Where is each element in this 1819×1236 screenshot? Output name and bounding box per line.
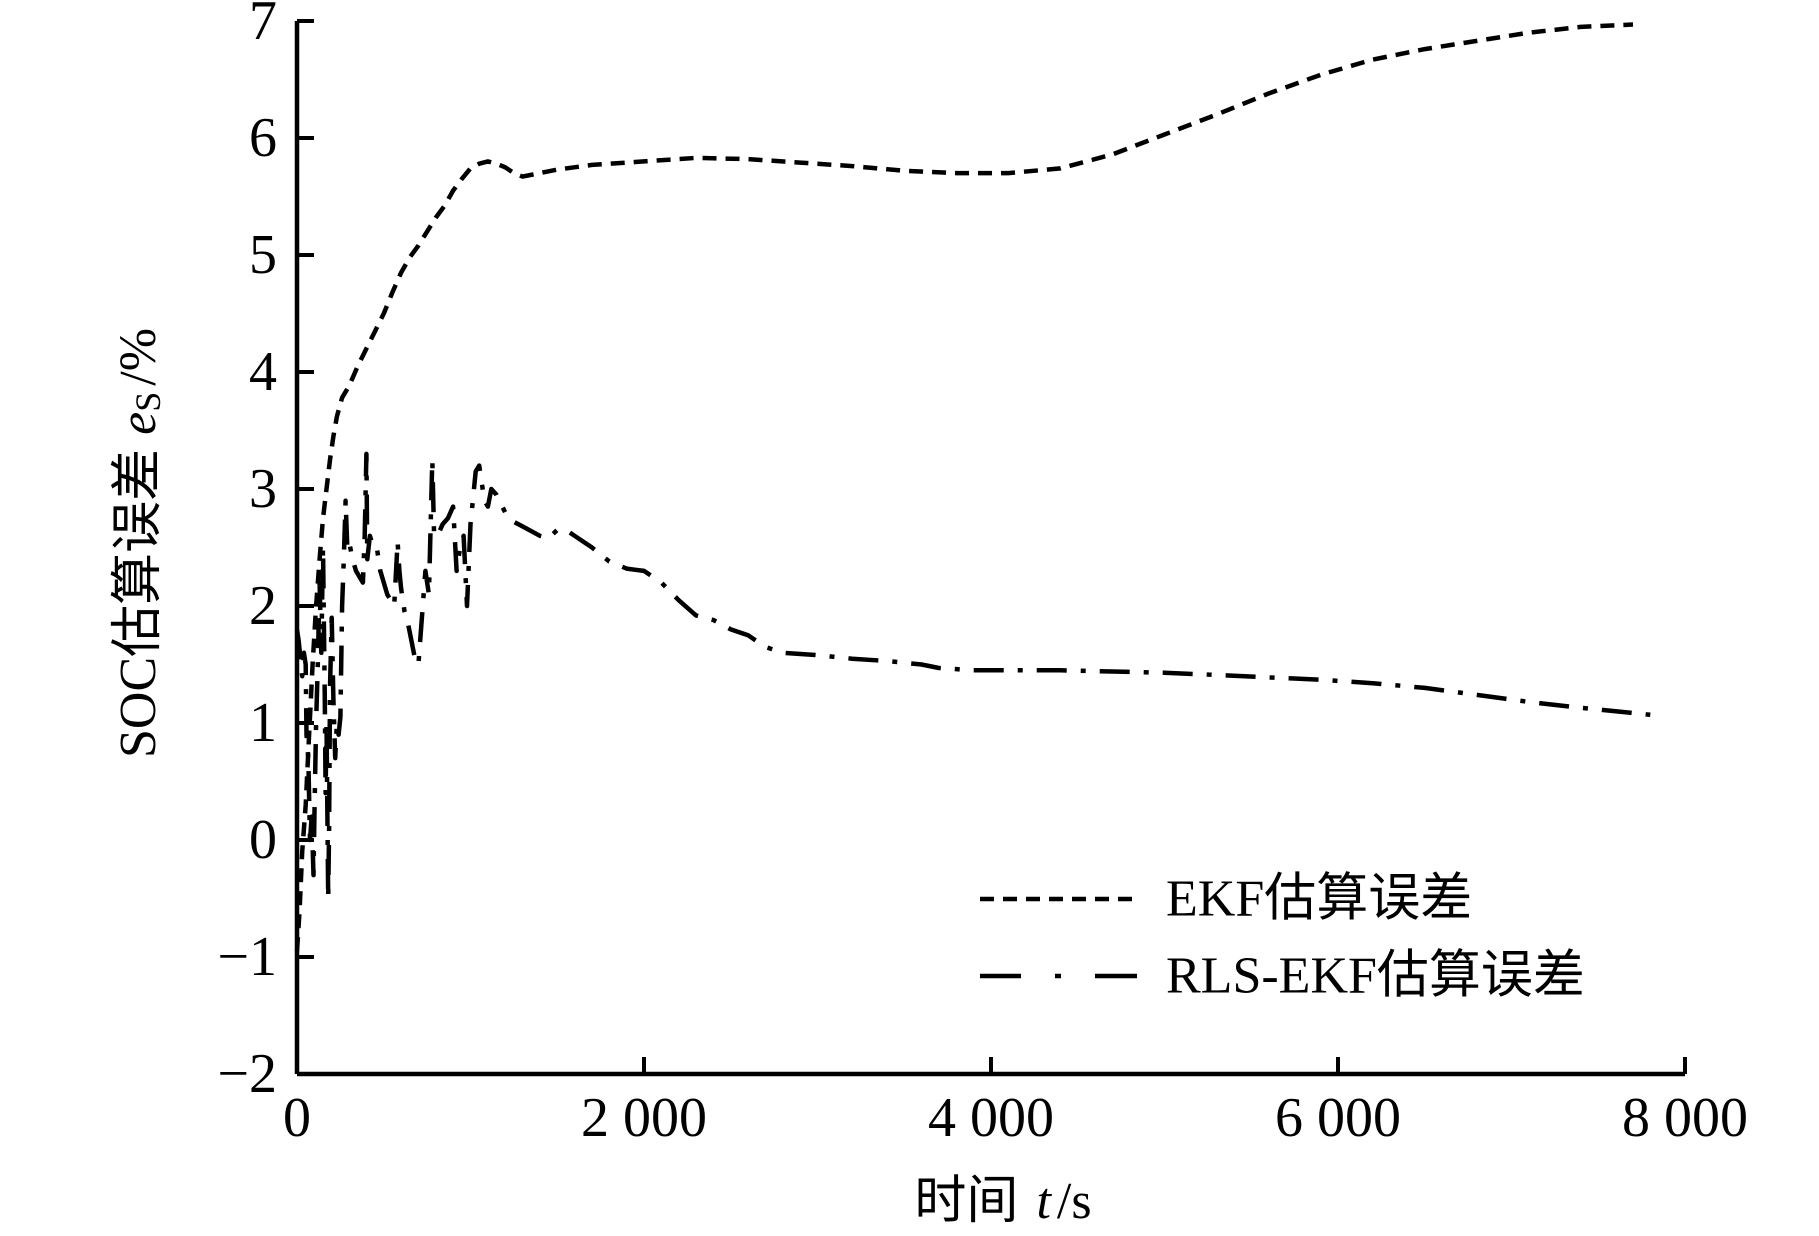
legend-label-ekf: EKF估算误差 — [1166, 871, 1472, 928]
y-axis-title: SOC估算误差 eS /% — [110, 328, 169, 758]
y-tick-label: 7 — [249, 0, 277, 52]
x-tick-label: 0 — [283, 1087, 311, 1149]
x-tick-label: 6 000 — [1275, 1087, 1401, 1149]
y-tick-label: −1 — [217, 926, 277, 988]
series-line-rls-ekf — [294, 451, 1651, 901]
y-tick-label: 6 — [249, 107, 277, 169]
legend: EKF估算误差 RLS-EKF估算误差 — [980, 871, 1585, 1005]
y-axis-title-symbol: e — [110, 412, 167, 435]
y-tick-label: 0 — [249, 809, 277, 871]
y-tick-label: 1 — [249, 692, 277, 754]
ticks: −2 −1 0 1 2 3 4 5 6 7 0 2 000 4 000 6 000 8 000 — [217, 0, 1748, 1149]
legend-item-rls-ekf: RLS-EKF估算误差 — [980, 948, 1585, 1005]
y-tick-label: −2 — [217, 1043, 277, 1105]
y-axis-title-text: SOC估算误差 — [110, 449, 167, 758]
series-lines — [294, 22, 1651, 952]
x-tick-label: 8 000 — [1622, 1087, 1748, 1149]
x-tick-label: 4 000 — [928, 1087, 1054, 1149]
x-axis-title-text: 时间 — [914, 1173, 1018, 1230]
y-tick-label: 5 — [249, 224, 277, 286]
y-tick-label: 2 — [249, 575, 277, 637]
y-tick-label: 4 — [249, 341, 277, 403]
x-axis-title-symbol: t — [1036, 1173, 1052, 1230]
legend-item-ekf: EKF估算误差 — [980, 871, 1472, 928]
legend-label-rls-ekf: RLS-EKF估算误差 — [1166, 948, 1585, 1005]
y-tick-label: 3 — [249, 458, 277, 520]
x-axis-title-unit: /s — [1057, 1173, 1092, 1230]
x-tick-label: 2 000 — [581, 1087, 707, 1149]
series-line-ekf — [294, 22, 1634, 952]
y-axis-title-subscript: S — [128, 392, 168, 412]
axes — [294, 21, 1685, 1077]
y-axis-title-unit: /% — [110, 328, 167, 386]
x-axis-title: 时间 t/s — [914, 1173, 1091, 1230]
